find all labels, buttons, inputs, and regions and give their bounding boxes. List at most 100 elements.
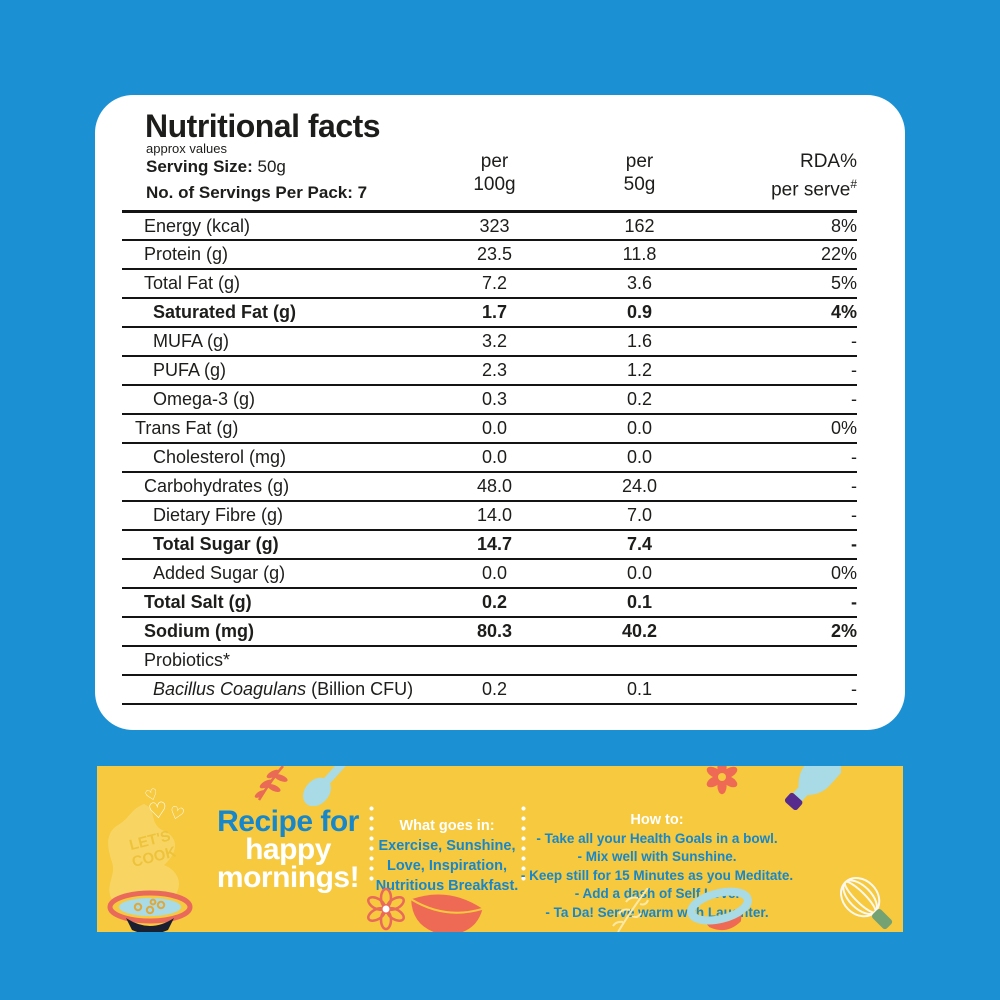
value-per-100g: 80.3: [476, 621, 513, 641]
value-rda-percent: 5%: [830, 273, 857, 293]
value-rda-percent: 4%: [830, 302, 857, 322]
value-per-100g: 0.2: [481, 592, 508, 612]
nutrition-row: Omega-3 (g) 0.3 0.2 -: [122, 384, 857, 413]
nutrition-table: Energy (kcal) 323 162 8% Protein (g) 23.5 11.8…: [122, 210, 857, 705]
serving-size-value: 50g: [257, 157, 286, 176]
value-rda-percent: 0%: [830, 563, 857, 583]
value-rda-percent: -: [851, 534, 857, 554]
value-per-50g: 40.2: [621, 621, 658, 641]
servings-per-pack-value: 7: [357, 183, 368, 202]
value-per-50g: 0.1: [626, 592, 653, 612]
nutrient-label: MUFA (g): [153, 331, 230, 351]
nutrient-label: Dietary Fibre (g): [153, 505, 284, 525]
dotted-divider: [521, 806, 526, 886]
value-rda-percent: -: [851, 505, 857, 525]
nutrient-label: Sodium (mg): [144, 621, 254, 641]
pale-sprig-icon: [610, 887, 656, 932]
value-per-100g: 48.0: [476, 476, 513, 496]
how-to-step: - Add a dash of Self Love.: [574, 886, 740, 901]
value-per-50g: 0.2: [626, 389, 653, 409]
value-per-50g: 0.0: [626, 447, 653, 467]
value-per-100g: 23.5: [476, 244, 513, 264]
nutrition-row: Dietary Fibre (g) 14.0 7.0 -: [122, 500, 857, 529]
value-per-50g: 3.6: [626, 273, 653, 293]
leaf-sprig-icon: [249, 766, 293, 809]
value-per-50g: 24.0: [621, 476, 658, 496]
value-rda-percent: 8%: [830, 215, 857, 236]
banner-headline: Recipe for happy mornings!: [193, 805, 383, 894]
value-per-100g: 2.3: [481, 360, 508, 380]
value-per-50g: 7.4: [626, 534, 653, 554]
value-per-100g: 3.2: [481, 331, 508, 351]
value-per-100g: 7.2: [481, 273, 508, 293]
value-per-100g: 323: [479, 215, 510, 236]
hat-plate-icon: [685, 884, 755, 932]
how-to-step: - Take all your Health Goals in a bowl.: [536, 830, 778, 846]
serving-size-line: Serving Size: 50g: [146, 157, 286, 177]
servings-per-pack-label: No. of Servings Per Pack:: [146, 183, 353, 202]
nutrition-card: Nutritional facts approx values Serving …: [95, 95, 905, 730]
value-per-100g: 0.0: [481, 418, 508, 438]
headline-line3: mornings!: [216, 861, 360, 894]
how-to-step: - Mix well with Sunshine.: [577, 849, 737, 864]
nutrient-label: Omega-3 (g): [153, 389, 256, 409]
page-title: Nutritional facts: [145, 108, 381, 144]
how-to-section: How to: - Take all your Health Goals in …: [517, 811, 797, 922]
nutrient-label: Total Sugar (g): [153, 534, 279, 554]
headline-line1: Recipe for: [217, 805, 359, 838]
footnote-marker: #: [850, 177, 857, 191]
how-to-step: - Ta Da! Serve warm with Laughter.: [545, 904, 769, 920]
value-per-50g: 1.6: [626, 331, 653, 351]
nutrient-label: Carbohydrates (g): [144, 476, 290, 496]
nutrition-row: Protein (g) 23.5 11.8 22%: [122, 239, 857, 268]
nutrition-row: Added Sugar (g) 0.0 0.0 0%: [122, 558, 857, 587]
nutrition-row: Total Fat (g) 7.2 3.6 5%: [122, 268, 857, 297]
flower-outline-icon: [363, 884, 409, 932]
what-goes-in-section: What goes in: Exercise, Sunshine, Love, …: [367, 816, 527, 896]
value-per-50g: 0.0: [626, 418, 653, 438]
value-per-100g: 14.7: [476, 534, 513, 554]
column-header-per-100g: per 100g: [473, 151, 516, 195]
value-per-50g: 0.0: [626, 563, 653, 583]
serving-size-label: Serving Size:: [146, 157, 253, 176]
nutrient-label: PUFA (g): [153, 360, 227, 380]
value-per-50g: 0.9: [626, 302, 653, 322]
nutrition-row: Total Salt (g) 0.2 0.1 -: [122, 587, 857, 616]
value-rda-percent: 2%: [830, 621, 857, 641]
value-rda-percent: -: [851, 476, 857, 496]
how-to-title: How to:: [630, 812, 684, 828]
nutrient-label: Cholesterol (mg): [153, 447, 287, 467]
whisk-icon: [823, 868, 901, 932]
flower-icon: [702, 766, 742, 801]
value-per-100g: 0.2: [481, 679, 508, 699]
nutrition-row: MUFA (g) 3.2 1.6 -: [122, 326, 857, 355]
nutrition-row: Bacillus Coagulans (Billion CFU) 0.2 0.1 -: [122, 674, 857, 703]
nutrition-row: Carbohydrates (g) 48.0 24.0 -: [122, 471, 857, 500]
nutrient-label: Added Sugar (g): [153, 563, 286, 583]
value-rda-percent: 0%: [830, 418, 857, 438]
servings-per-pack-line: No. of Servings Per Pack: 7: [146, 183, 367, 203]
nutrient-label: Energy (kcal): [144, 215, 251, 236]
nutrition-row: PUFA (g) 2.3 1.2 -: [122, 355, 857, 384]
value-per-50g: 0.1: [626, 679, 653, 699]
nutrition-row: Total Sugar (g) 14.7 7.4 -: [122, 529, 857, 558]
value-per-100g: 0.0: [481, 447, 508, 467]
nutrient-label: Bacillus Coagulans (Billion CFU): [153, 679, 414, 699]
how-to-step: - Keep still for 15 Minutes as you Medit…: [520, 867, 794, 883]
value-per-50g: 11.8: [622, 244, 657, 264]
nutrition-row: Probiotics*: [122, 645, 857, 674]
nutrient-label: Protein (g): [144, 244, 229, 264]
value-per-100g: 0.0: [481, 563, 508, 583]
value-rda-percent: -: [851, 447, 857, 467]
headline-line2: happy: [245, 833, 331, 866]
recipe-banner: LET'S COOK ♡ ♡ ♡: [97, 766, 903, 932]
nutrient-label: Probiotics*: [144, 650, 231, 670]
value-rda-percent: -: [851, 331, 857, 351]
value-per-100g: 0.3: [481, 389, 508, 409]
soup-bowl-icon: [106, 890, 194, 932]
bottle-icon: [757, 766, 847, 827]
what-goes-in-line: Exercise, Sunshine,: [378, 838, 516, 854]
nutrition-row: Cholesterol (mg) 0.0 0.0 -: [122, 442, 857, 471]
value-rda-percent: -: [851, 389, 857, 409]
